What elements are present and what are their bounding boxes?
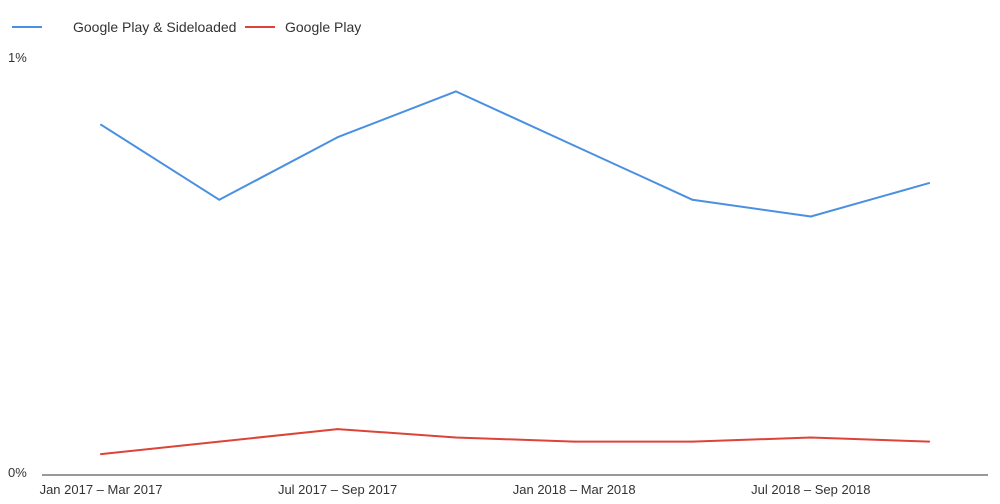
legend-label-0: Google Play & Sideloaded bbox=[73, 19, 236, 35]
data-point bbox=[100, 123, 102, 126]
x-tick-label: Jul 2018 – Sep 2018 bbox=[751, 482, 870, 497]
data-point bbox=[573, 144, 576, 147]
series-line-1 bbox=[100, 428, 930, 456]
x-axis: Jan 2017 – Mar 2017 Jul 2017 – Sep 2017 Ja… bbox=[40, 482, 871, 497]
data-point bbox=[809, 215, 812, 218]
data-point bbox=[928, 182, 931, 185]
data-point bbox=[573, 440, 576, 443]
x-tick-label: Jul 2017 – Sep 2017 bbox=[278, 482, 397, 497]
series-lines bbox=[100, 90, 931, 456]
y-tick-label-bottom: 0% bbox=[8, 465, 27, 480]
legend: Google Play & Sideloaded Google Play bbox=[12, 19, 361, 35]
legend-label-1: Google Play bbox=[285, 19, 361, 35]
data-point bbox=[691, 440, 694, 443]
y-tick-label-top: 1% bbox=[8, 50, 27, 65]
data-point bbox=[691, 198, 694, 201]
data-point bbox=[454, 436, 457, 439]
data-point bbox=[336, 428, 339, 431]
series-line-0 bbox=[100, 90, 930, 218]
data-point bbox=[100, 453, 102, 456]
data-point bbox=[928, 440, 931, 443]
y-axis: 1% 0% bbox=[8, 50, 27, 480]
legend-item-0[interactable]: Google Play & Sideloaded bbox=[12, 19, 236, 35]
data-point bbox=[336, 136, 339, 139]
data-point bbox=[218, 440, 221, 443]
x-tick-label: Jan 2018 – Mar 2018 bbox=[513, 482, 636, 497]
legend-item-1[interactable]: Google Play bbox=[245, 19, 361, 35]
data-point bbox=[454, 90, 457, 93]
x-tick-label: Jan 2017 – Mar 2017 bbox=[40, 482, 163, 497]
data-point bbox=[809, 436, 812, 439]
data-point bbox=[218, 198, 221, 201]
